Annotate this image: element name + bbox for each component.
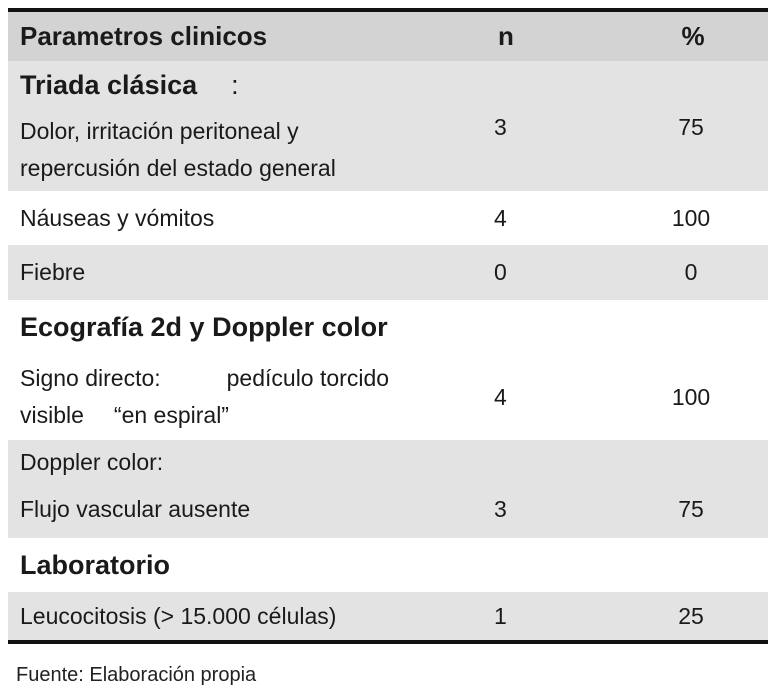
row-n: 0 [494, 259, 507, 285]
row-label-line1: Dolor, irritación peritoneal y [20, 118, 299, 144]
row-percent: 75 [678, 496, 704, 522]
table-row: Doppler color: Flujo vascular ausente 3 … [8, 440, 768, 538]
row-percent: 25 [678, 602, 704, 629]
row-label-line2a: visible [20, 402, 84, 428]
header-n: n [498, 21, 514, 51]
table-bottom-rule [8, 640, 768, 644]
section-title: Triada clásica [20, 69, 198, 100]
row-label: Náuseas y vómitos [20, 204, 215, 231]
table-top-rule [8, 8, 768, 12]
row-percent: 75 [678, 114, 704, 140]
row-percent: 100 [671, 204, 711, 231]
table-row: Leucocitosis (> 15.000 células) 1 25 [8, 592, 768, 640]
section-row-triada: Triada clásica: [8, 61, 768, 109]
table-row: Náuseas y vómitos 4 100 [8, 191, 768, 245]
source-footnote: Fuente: Elaboración propia [16, 664, 257, 686]
table-header-row: Parametros clinicos n % [8, 12, 768, 61]
row-n: 4 [494, 204, 507, 231]
header-percent: % [681, 21, 705, 51]
row-label-line1b: pedículo torcido [226, 365, 390, 391]
row-label-line2: Flujo vascular ausente [20, 496, 251, 522]
header-parameters: Parametros clinicos [20, 21, 268, 51]
row-percent: 0 [684, 259, 698, 285]
row-label-line1: Doppler color: [20, 449, 164, 475]
section-title: Laboratorio [20, 549, 171, 580]
row-n: 4 [494, 383, 507, 410]
row-label: Fiebre [20, 259, 86, 285]
row-label-line1a: Signo directo: [20, 365, 161, 391]
row-label: Leucocitosis (> 15.000 células) [20, 602, 337, 629]
table-row: Dolor, irritación peritoneal y repercusi… [8, 109, 768, 191]
row-label-line2: repercusión del estado general [20, 155, 336, 181]
row-percent: 100 [671, 383, 711, 410]
section-row-ecografia: Ecografía 2d y Doppler color [8, 300, 768, 354]
section-row-laboratorio: Laboratorio [8, 538, 768, 592]
row-n: 3 [494, 496, 507, 522]
section-title: Ecografía 2d y Doppler color [20, 311, 388, 342]
table-row: Fiebre 0 0 [8, 245, 768, 300]
row-n: 1 [494, 602, 507, 629]
table-row: Signo directo: pedículo torcido visible “e… [8, 354, 768, 440]
row-label-line2b: “en espiral” [113, 402, 229, 428]
row-n: 3 [494, 114, 507, 140]
clinical-parameters-table: Parametros clinicos n % Triada clásica: … [8, 8, 768, 644]
section-title-suffix: : [231, 69, 239, 100]
